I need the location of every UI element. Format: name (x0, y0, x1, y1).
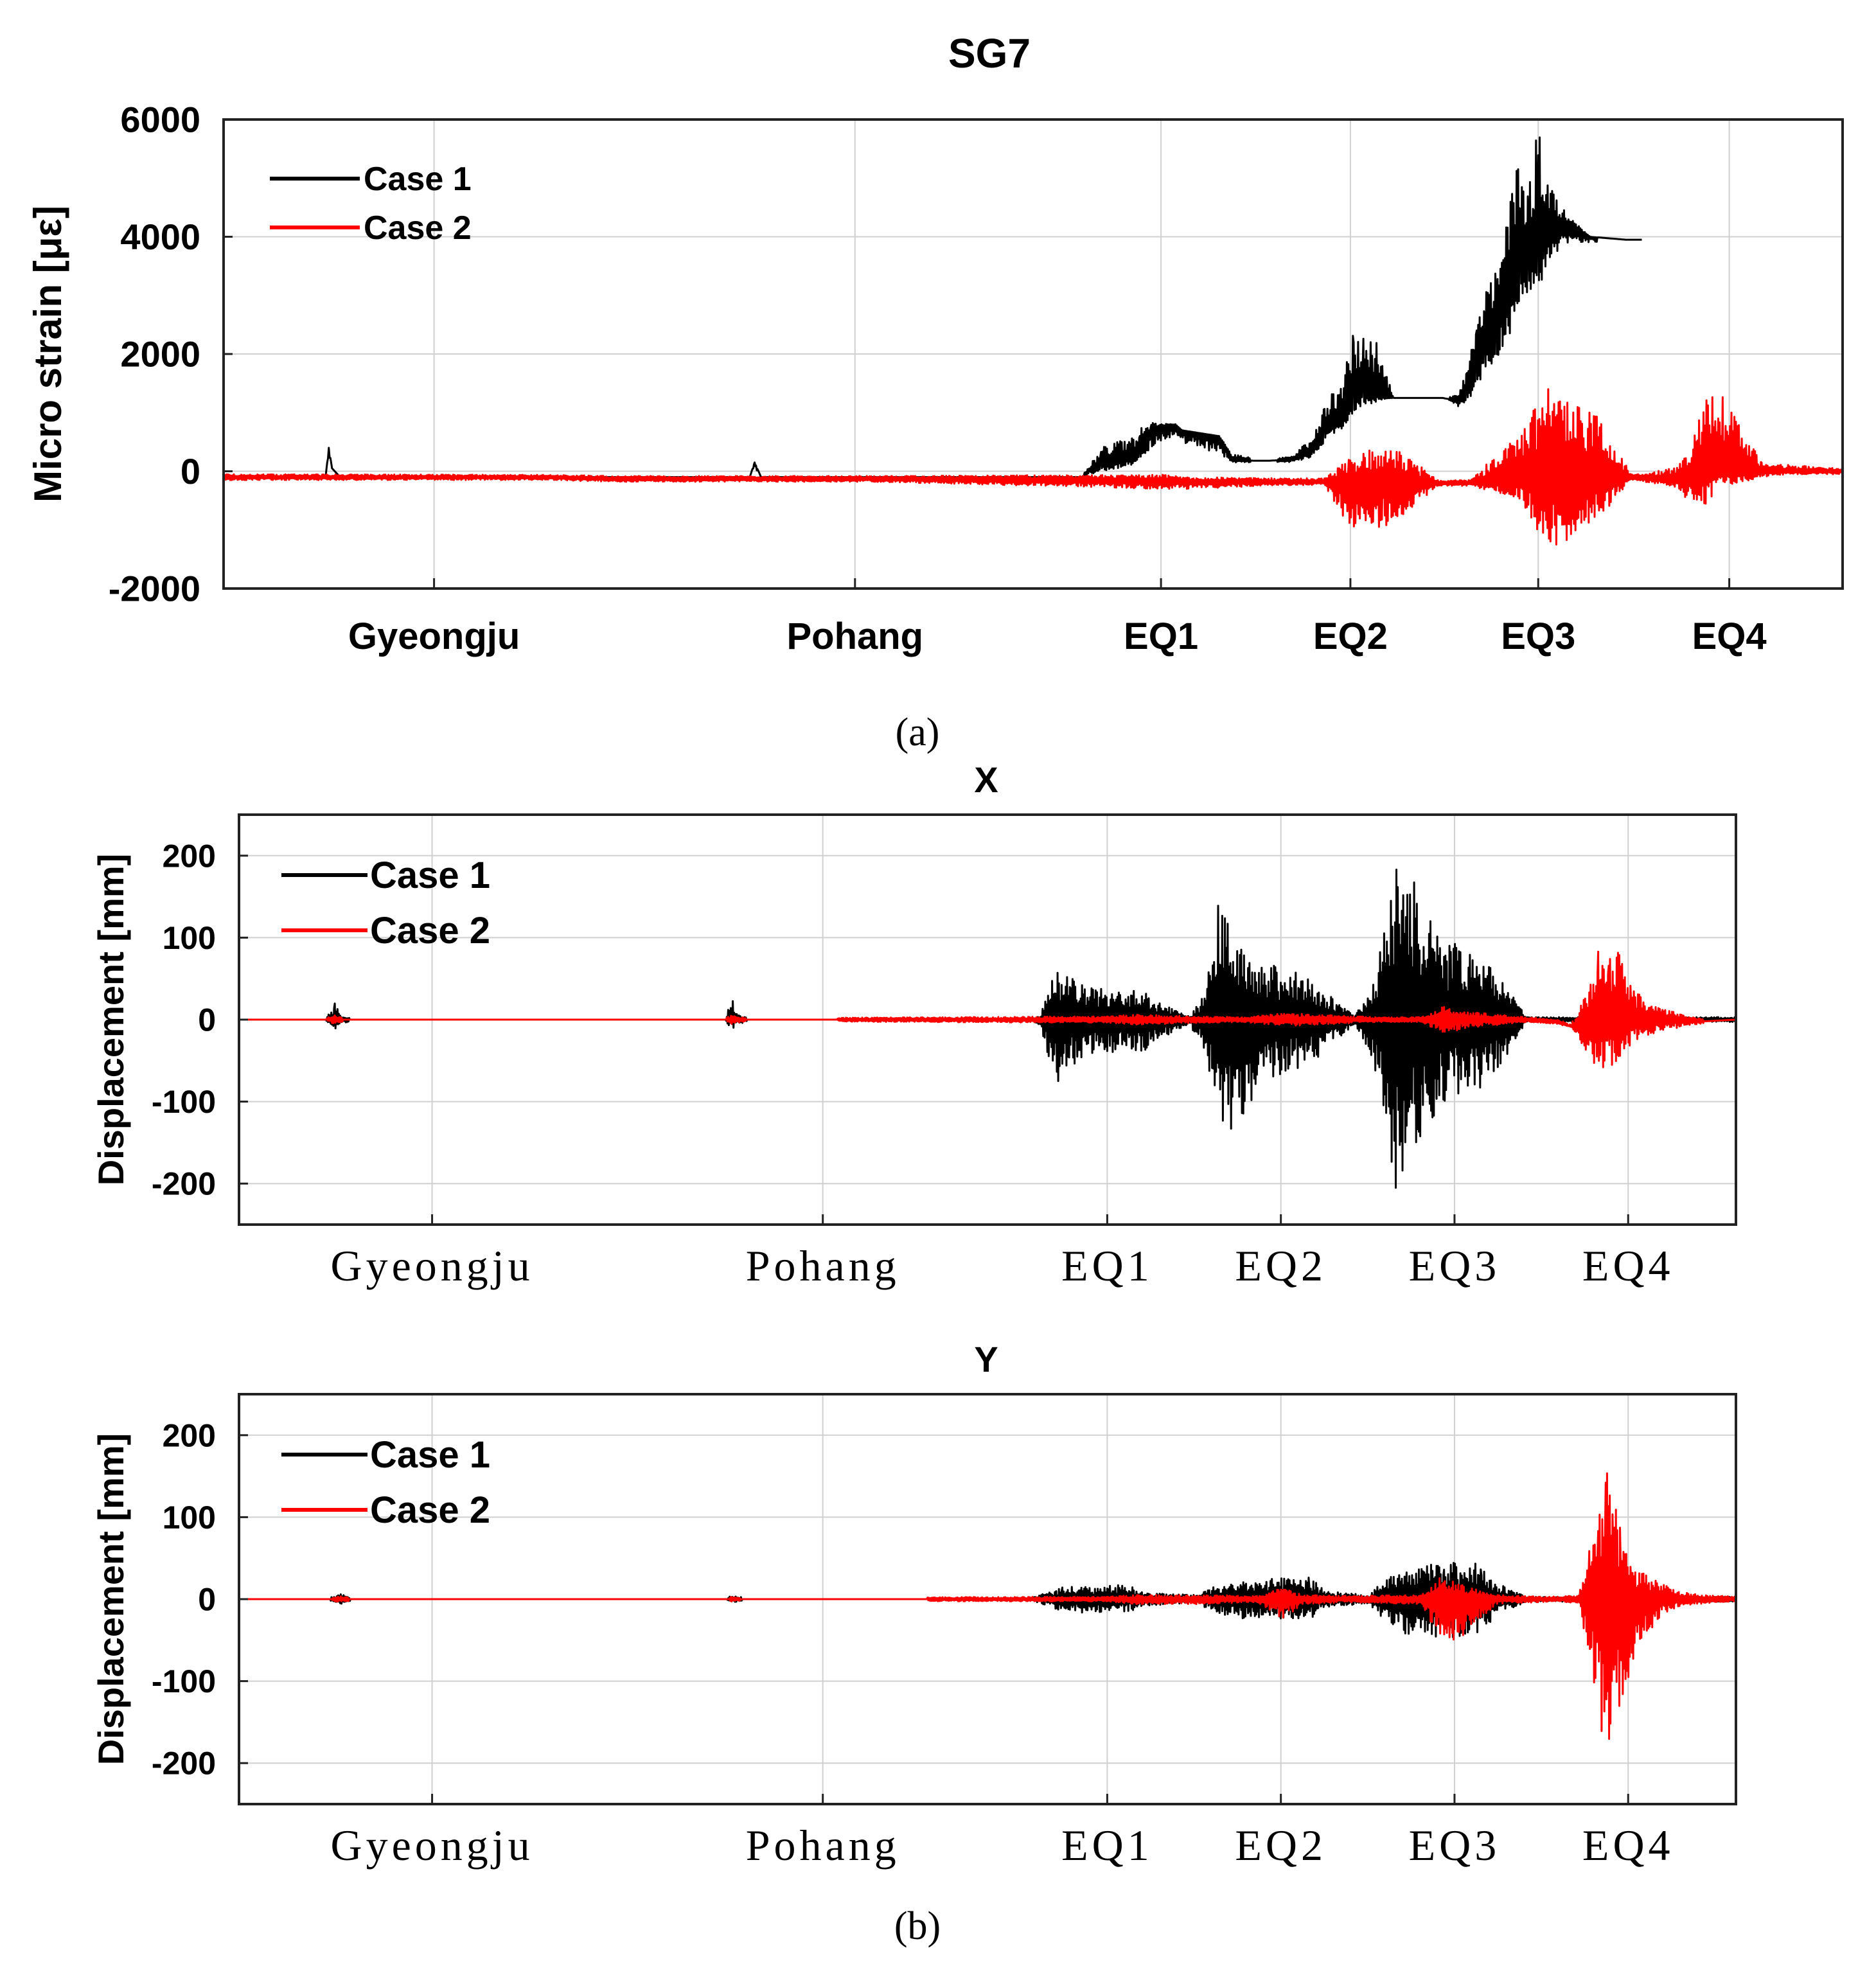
y-tick-label: 200 (163, 838, 216, 874)
panel-a-strain-chart: SG7 6000 4000 2000 0 -2000 Gyeongju Pohang EQ1… (26, 30, 1844, 657)
series-layer (238, 1472, 1737, 1740)
y-ticks: 200 100 0 -100 -200 (152, 838, 248, 1202)
x-tick-label: Gyeongju (348, 615, 520, 657)
x-tick-label: Pohang (746, 1241, 900, 1290)
x-tick-label: EQ4 (1692, 615, 1767, 657)
x-tick-label: EQ1 (1061, 1821, 1153, 1870)
y-ticks: 200 100 0 -100 -200 (152, 1417, 248, 1782)
series-layer (238, 869, 1737, 1189)
x-tick-label: EQ3 (1409, 1821, 1501, 1870)
y-tick-label: 100 (163, 1500, 216, 1536)
y-tick-label: 0 (198, 1002, 216, 1038)
x-tick-label: EQ2 (1235, 1241, 1327, 1290)
y-tick-label: 2000 (120, 334, 200, 375)
y-tick-label: 200 (163, 1417, 216, 1453)
series-line-case-2 (222, 388, 1844, 545)
x-tick-label: Gyeongju (330, 1821, 533, 1870)
chart-title: Y (974, 1339, 998, 1379)
x-ticks: Gyeongju Pohang EQ1 EQ2 EQ3 EQ4 (330, 1214, 1674, 1290)
series-line-case-2 (238, 950, 1737, 1068)
y-axis-label: Displacement [mm] (91, 854, 131, 1186)
y-tick-label: 6000 (120, 100, 200, 140)
y-tick-label: -100 (152, 1084, 216, 1120)
x-tick-label: Gyeongju (330, 1241, 533, 1290)
chart-title: X (974, 759, 998, 800)
caption-a: (a) (896, 711, 940, 754)
caption-b: (b) (894, 1904, 941, 1948)
x-tick-label: EQ2 (1313, 615, 1388, 657)
y-tick-label: -200 (152, 1166, 216, 1202)
y-ticks: 6000 4000 2000 0 -2000 (109, 100, 233, 609)
y-tick-label: 0 (198, 1582, 216, 1618)
x-ticks: Gyeongju Pohang EQ1 EQ2 EQ3 EQ4 (348, 578, 1767, 657)
x-ticks: Gyeongju Pohang EQ1 EQ2 EQ3 EQ4 (330, 1794, 1674, 1870)
legend-label-case-1: Case 1 (370, 855, 490, 896)
x-tick-label: EQ3 (1409, 1241, 1501, 1290)
y-tick-label: 4000 (120, 217, 200, 257)
x-tick-label: Pohang (746, 1821, 900, 1870)
x-tick-label: EQ4 (1582, 1241, 1674, 1290)
series-layer (222, 136, 1844, 545)
legend-label-case-2: Case 2 (370, 1489, 490, 1531)
legend-label-case-2: Case 2 (364, 209, 472, 247)
y-tick-label: -200 (152, 1746, 216, 1782)
y-tick-label: 100 (163, 920, 216, 956)
legend-label-case-1: Case 1 (364, 161, 472, 198)
panel-b-y-displacement-chart: Y 200 100 0 -100 -200 Gyeongju Pohang EQ1 EQ2 EQ… (91, 1339, 1737, 1870)
x-tick-label: EQ1 (1124, 615, 1198, 657)
y-tick-label: -100 (152, 1663, 216, 1699)
y-axis-label: Displacement [mm] (91, 1433, 131, 1766)
legend-label-case-2: Case 2 (370, 910, 490, 952)
x-tick-label: EQ2 (1235, 1821, 1327, 1870)
legend: Case 1 Case 2 (281, 1434, 490, 1531)
legend: Case 1 Case 2 (270, 161, 472, 247)
x-tick-label: Pohang (786, 615, 923, 657)
legend-label-case-1: Case 1 (370, 1434, 490, 1476)
x-tick-label: EQ3 (1501, 615, 1575, 657)
chart-title: SG7 (948, 30, 1031, 76)
y-axis-label: Micro strain [με] (26, 206, 69, 502)
y-tick-label: -2000 (109, 569, 200, 609)
y-tick-label: 0 (181, 451, 200, 492)
series-line-case-2 (238, 1472, 1737, 1740)
panel-b-x-displacement-chart: X 200 100 0 -100 -200 Gyeongju Pohang EQ1 EQ2 EQ… (91, 759, 1737, 1290)
x-tick-label: EQ1 (1061, 1241, 1153, 1290)
x-tick-label: EQ4 (1582, 1821, 1674, 1870)
legend: Case 1 Case 2 (281, 855, 490, 952)
